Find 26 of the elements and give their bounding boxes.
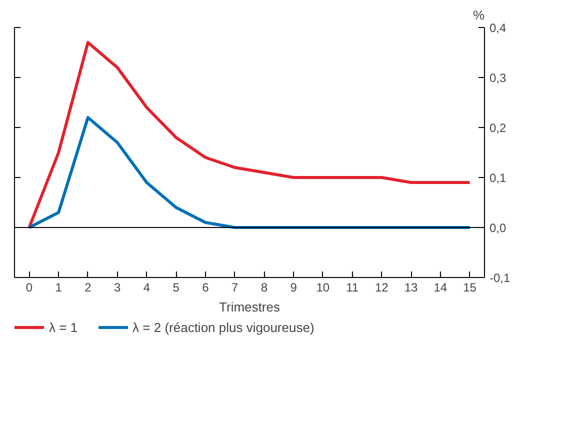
y-tick-label: -0,1: [490, 271, 511, 285]
y-tick-label: 0,0: [490, 221, 507, 235]
x-tick-label: 10: [316, 280, 330, 294]
x-tick-label: 9: [290, 280, 298, 294]
y-tick-label: 0,4: [490, 21, 507, 35]
x-tick-label: 0: [26, 280, 33, 294]
x-tick-label: 7: [231, 280, 238, 294]
legend-label: λ = 1: [49, 320, 78, 334]
x-tick-label: 3: [114, 280, 121, 294]
x-tick-label: 15: [463, 280, 477, 294]
x-tick-label: 4: [143, 280, 150, 294]
x-tick-label: 14: [434, 280, 448, 294]
y-axis-title: %: [472, 8, 485, 22]
x-tick-label: 5: [172, 280, 180, 294]
x-tick-label: 12: [375, 280, 389, 294]
y-tick-label: 0,3: [490, 71, 507, 85]
legend-label: λ = 2 (réaction plus vigoureuse): [132, 320, 314, 334]
y-tick-label: 0,2: [490, 121, 507, 135]
x-tick-label: 1: [55, 280, 62, 294]
x-axis-title: Trimestres: [219, 300, 280, 314]
x-tick-label: 13: [404, 280, 418, 294]
x-tick-label: 8: [260, 280, 268, 294]
x-tick-label: 2: [84, 280, 92, 294]
y-tick-label: 0,1: [490, 171, 507, 185]
x-tick-label: 6: [202, 280, 210, 294]
x-tick-label: 11: [346, 280, 359, 294]
